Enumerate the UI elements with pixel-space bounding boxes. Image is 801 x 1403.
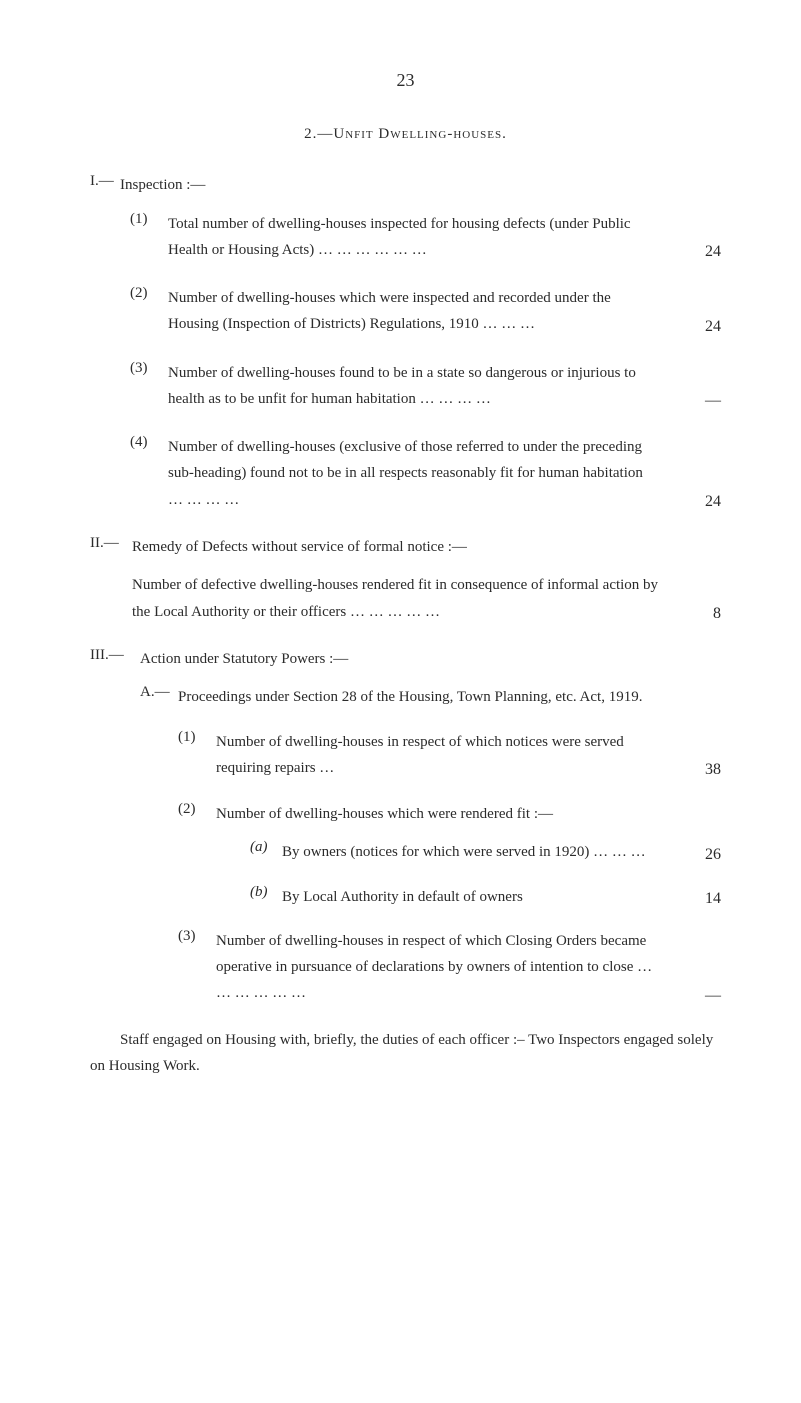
item-text: Number of dwelling-houses in respect of …	[216, 928, 676, 1007]
item-num: (3)	[178, 928, 216, 945]
page-number: 23	[90, 70, 721, 91]
item-value: —	[676, 987, 721, 1007]
item-text: Number of dwelling-houses (exclusive of …	[168, 434, 676, 513]
item-text: Number of dwelling-houses in respect of …	[216, 729, 676, 782]
ab-value: 26	[676, 846, 721, 866]
item-value	[676, 825, 721, 827]
ab-text: By Local Authority in default of owners	[282, 884, 676, 910]
item-value: 38	[676, 761, 721, 781]
item-i-2: (2) Number of dwelling-houses which were…	[130, 285, 721, 338]
item-iii-2b: (b) By Local Authority in default of own…	[250, 884, 721, 910]
item-text: Number of dwelling-houses found to be in…	[168, 360, 676, 413]
section-ii-value: 8	[676, 605, 721, 625]
item-num: (1)	[178, 729, 216, 746]
sub-a-label: A.—	[140, 684, 178, 701]
item-num: (1)	[130, 211, 168, 228]
item-text: Number of dwelling-houses which were ren…	[216, 801, 676, 827]
item-i-1: (1) Total number of dwelling-houses insp…	[130, 211, 721, 264]
item-value: —	[676, 392, 721, 412]
section-title: 2.—Unfit Dwelling-houses.	[90, 126, 721, 143]
section-iii-a: A.— Proceedings under Section 28 of the …	[140, 684, 721, 710]
ab-value: 14	[676, 890, 721, 910]
item-value: 24	[676, 243, 721, 263]
item-iii-2a: (a) By owners (notices for which were se…	[250, 839, 721, 865]
item-value: 24	[676, 493, 721, 513]
roman-i: I.—	[90, 173, 120, 190]
section-ii-text: Number of defective dwelling-houses rend…	[132, 572, 676, 625]
ab-label: (a)	[250, 839, 282, 856]
item-i-4: (4) Number of dwelling-houses (exclusive…	[130, 434, 721, 513]
item-text: Number of dwelling-houses which were ins…	[168, 285, 676, 338]
section-ii-label: Remedy of Defects without service of for…	[132, 535, 721, 561]
ab-label: (b)	[250, 884, 282, 901]
item-text: Total number of dwelling-houses inspecte…	[168, 211, 676, 264]
item-num: (3)	[130, 360, 168, 377]
section-iii-header: III.— Action under Statutory Powers :—	[90, 647, 721, 673]
roman-ii: II.—	[90, 535, 132, 552]
item-value: 24	[676, 318, 721, 338]
item-num: (4)	[130, 434, 168, 451]
section-iii-label: Action under Statutory Powers :—	[140, 647, 721, 673]
item-num: (2)	[130, 285, 168, 302]
roman-iii: III.—	[90, 647, 140, 664]
section-i-header: I.— Inspection :—	[90, 173, 721, 199]
sub-a-text: Proceedings under Section 28 of the Hous…	[178, 684, 721, 710]
footer-text: Staff engaged on Housing with, briefly, …	[90, 1027, 721, 1080]
section-ii-body: Number of defective dwelling-houses rend…	[132, 572, 721, 625]
section-ii-header: II.— Remedy of Defects without service o…	[90, 535, 721, 561]
item-iii-2: (2) Number of dwelling-houses which were…	[178, 801, 721, 827]
item-i-3: (3) Number of dwelling-houses found to b…	[130, 360, 721, 413]
item-num: (2)	[178, 801, 216, 818]
item-iii-1: (1) Number of dwelling-houses in respect…	[178, 729, 721, 782]
item-iii-3: (3) Number of dwelling-houses in respect…	[178, 928, 721, 1007]
ab-text: By owners (notices for which were served…	[282, 839, 676, 865]
section-i-label: Inspection :—	[120, 173, 721, 199]
